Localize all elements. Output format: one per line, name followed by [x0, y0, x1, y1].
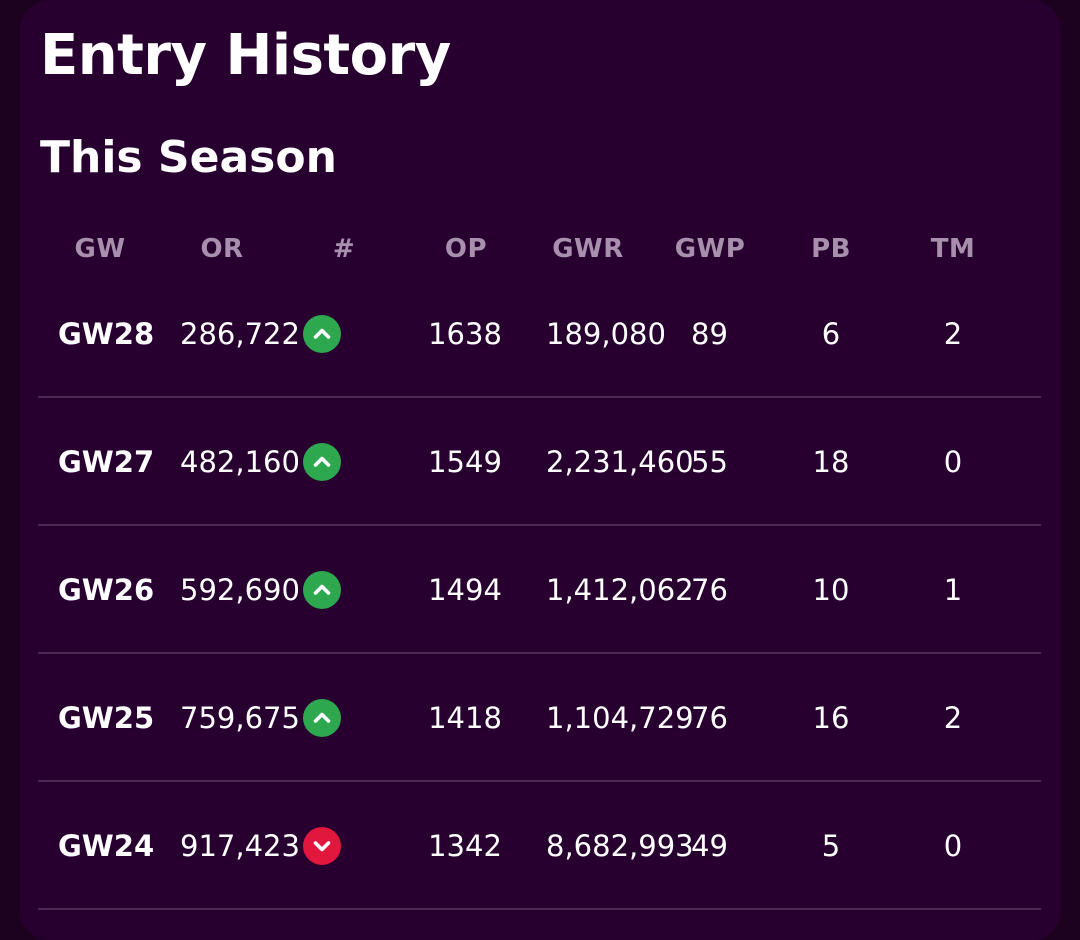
gameweek-rank-cell: 8,682,993	[546, 829, 694, 863]
column-header-or: OR	[200, 234, 244, 264]
gameweek-points-cell: 55	[691, 445, 728, 479]
points-on-bench-cell: 6	[821, 317, 841, 351]
section-title: This Season	[40, 132, 337, 183]
points-on-bench-cell: 16	[812, 701, 850, 735]
entry-history-card	[20, 0, 1061, 940]
overall-points-cell: 1418	[428, 701, 502, 735]
gameweek-rank-cell: 189,080	[546, 317, 666, 351]
gameweek-points-cell: 76	[691, 701, 728, 735]
history-table-body: GW28 286,722 1638 189,080 89 6 2 GW27 48…	[0, 270, 1080, 910]
table-header: GW OR # OP GWR GWP PB TM	[0, 226, 1080, 272]
points-on-bench-cell: 10	[812, 573, 850, 607]
transfers-made-cell: 2	[943, 317, 963, 351]
overall-rank-cell: 917,423	[180, 829, 300, 863]
transfers-made-cell: 0	[943, 445, 963, 479]
transfers-made-cell: 0	[943, 829, 963, 863]
column-header-op: OP	[444, 234, 488, 264]
rank-up-icon	[303, 443, 341, 481]
transfers-made-cell: 2	[943, 701, 963, 735]
gameweek-rank-cell: 1,104,729	[546, 701, 694, 735]
table-row[interactable]: GW24 917,423 1342 8,682,993 49 5 0	[0, 782, 1080, 910]
gameweek-cell: GW27	[58, 445, 155, 479]
gameweek-rank-cell: 1,412,062	[546, 573, 694, 607]
table-row[interactable]: GW26 592,690 1494 1,412,062 76 10 1	[0, 526, 1080, 654]
gameweek-points-cell: 76	[691, 573, 728, 607]
gameweek-cell: GW26	[58, 573, 155, 607]
overall-points-cell: 1342	[428, 829, 502, 863]
gameweek-points-cell: 89	[691, 317, 728, 351]
overall-rank-cell: 759,675	[180, 701, 300, 735]
table-row[interactable]: GW25 759,675 1418 1,104,729 76 16 2	[0, 654, 1080, 782]
overall-points-cell: 1638	[428, 317, 502, 351]
rank-down-icon	[303, 827, 341, 865]
rank-up-icon	[303, 699, 341, 737]
gameweek-points-cell: 49	[691, 829, 728, 863]
column-header-movement: #	[332, 234, 356, 264]
gameweek-cell: GW24	[58, 829, 155, 863]
column-header-tm: TM	[930, 234, 976, 264]
points-on-bench-cell: 5	[821, 829, 841, 863]
column-header-pb: PB	[811, 234, 851, 264]
column-header-gwr: GWR	[552, 234, 624, 264]
rank-up-icon	[303, 315, 341, 353]
gameweek-rank-cell: 2,231,460	[546, 445, 694, 479]
gameweek-cell: GW25	[58, 701, 155, 735]
transfers-made-cell: 1	[943, 573, 963, 607]
column-header-gwp: GWP	[674, 234, 746, 264]
page-title: Entry History	[40, 23, 451, 88]
overall-rank-cell: 482,160	[180, 445, 300, 479]
overall-points-cell: 1549	[428, 445, 502, 479]
rank-up-icon	[303, 571, 341, 609]
overall-points-cell: 1494	[428, 573, 502, 607]
table-row[interactable]: GW27 482,160 1549 2,231,460 55 18 0	[0, 398, 1080, 526]
table-row[interactable]: GW28 286,722 1638 189,080 89 6 2	[0, 270, 1080, 398]
overall-rank-cell: 592,690	[180, 573, 300, 607]
gameweek-cell: GW28	[58, 317, 155, 351]
column-header-gw: GW	[74, 234, 126, 264]
points-on-bench-cell: 18	[812, 445, 850, 479]
overall-rank-cell: 286,722	[180, 317, 300, 351]
